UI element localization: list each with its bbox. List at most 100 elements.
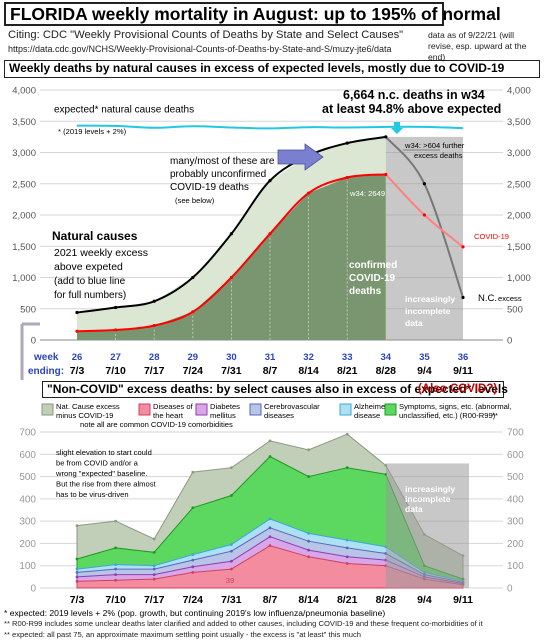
cerebrovascular-point <box>75 571 79 574</box>
week-number-label: 36 <box>458 352 469 363</box>
week-number-label: 29 <box>188 352 199 363</box>
unconfirmed-label-3: COVID-19 deaths <box>170 182 249 193</box>
expected-line <box>76 124 464 130</box>
alzheimer-point <box>230 543 233 546</box>
cerebrovascular-point <box>230 549 233 553</box>
weekly-excess-label: 2021 weekly excess <box>54 247 148 259</box>
confirmed-label-1: confirmed <box>349 260 397 271</box>
unconfirmed-label-1: many/most of these are <box>170 156 275 167</box>
above-expected-label: above expeted <box>54 261 123 273</box>
data-as-of-note: data as of 9/22/21 (will revise, esp. up… <box>428 30 544 63</box>
symptoms-point <box>152 550 156 554</box>
legend-swatch <box>195 403 208 416</box>
legend-suffix: ** <box>492 411 498 420</box>
symptoms-point <box>75 557 79 561</box>
ending-row-label: ending: <box>28 366 64 377</box>
y-tick-label: 2,000 <box>12 211 36 222</box>
diabetes-point <box>345 555 349 559</box>
week-number-label: 33 <box>342 352 353 363</box>
comorbidity-note: note all are common COVID-19 comorbiditi… <box>80 420 233 429</box>
y-tick-label: 500 <box>19 472 36 483</box>
x-date-label: 7/17 <box>144 594 165 606</box>
w34-further-label-2: excess deaths <box>414 151 463 160</box>
expected-note: * (2019 levels + 2%) <box>58 127 127 136</box>
week-date-label: 9/11 <box>453 365 473 377</box>
y-tick-label-right: 200 <box>507 539 524 550</box>
heart-point <box>75 579 79 583</box>
nc-minus-covid-point <box>152 537 156 541</box>
y-tick-label-right: 2,000 <box>507 211 531 222</box>
week-date-label: 7/10 <box>105 365 126 377</box>
nc-point <box>152 299 156 303</box>
unconfirmed-arrow <box>277 143 324 171</box>
y-tick-label-right: 500 <box>507 472 524 483</box>
y-tick-label-right: 4,000 <box>507 86 531 97</box>
y-tick-label: 3,000 <box>12 148 36 159</box>
alzheimer-point <box>75 567 79 571</box>
incomplete-label-1: increasingly <box>405 484 455 494</box>
week-date-label: 7/17 <box>144 365 165 377</box>
heart-point <box>345 562 349 565</box>
elevation-note-line: slight elevation to start could <box>56 448 152 457</box>
source-url[interactable]: https://data.cdc.gov/NCHS/Weekly-Provisi… <box>8 44 392 54</box>
incomplete-label-2: incomplete <box>405 306 451 316</box>
footnote-expected-75: ** expected: all past 75, an approximate… <box>4 630 361 639</box>
footnote-expected: * expected: 2019 levels + 2% (pop. growt… <box>4 608 386 618</box>
nc-minus-covid-point <box>114 519 117 523</box>
heart-point <box>307 555 310 559</box>
alzheimer-point <box>152 564 156 568</box>
cerebrovascular-point <box>191 558 195 562</box>
y-tick-label: 400 <box>19 494 36 505</box>
diabetes-point <box>114 573 117 577</box>
y-tick-label-right: 0 <box>507 584 513 595</box>
x-date-label: 9/11 <box>453 594 473 606</box>
legend-label: Nat. Cause excess <box>56 402 120 411</box>
y-tick-label: 700 <box>19 428 36 439</box>
covid-point <box>422 213 426 217</box>
legend-swatch <box>138 403 151 416</box>
week-date-label: 7/24 <box>183 365 204 377</box>
y-tick-label-right: 2,500 <box>507 179 531 190</box>
y-tick-label: 2,500 <box>12 179 36 190</box>
covid-series-label: COVID-19 <box>474 232 509 241</box>
confirmed-label-3: deaths <box>349 286 382 297</box>
x-date-label: 7/24 <box>183 594 204 606</box>
y-tick-label-right: 1,500 <box>507 242 531 253</box>
nc-point <box>114 305 118 310</box>
heart-point <box>152 577 156 581</box>
y-tick-label-right: 700 <box>507 428 524 439</box>
x-date-label: 7/3 <box>70 594 85 606</box>
natural-causes-label: Natural causes <box>52 229 138 243</box>
citation: Citing: CDC "Weekly Provisional Counts o… <box>8 29 404 41</box>
cerebrovascular-point <box>345 546 349 550</box>
legend-swatch <box>249 403 262 416</box>
nc-minus-covid-point <box>307 448 310 452</box>
covid-point <box>307 191 311 195</box>
alzheimer-point <box>345 538 349 542</box>
incomplete-label-3: data <box>405 318 423 328</box>
x-date-label: 8/28 <box>376 594 397 606</box>
heart-point <box>230 567 233 571</box>
nc-minus-covid-point <box>268 439 272 443</box>
legend-label-2: unclassified, etc.) (R00-R99) <box>399 411 496 420</box>
week-row-label: week <box>33 352 59 363</box>
covid-point <box>229 275 233 280</box>
legend-label-2: the heart <box>153 411 184 420</box>
covid-point <box>384 172 388 177</box>
bottom-chart-title: "Non-COVID" excess deaths: by select cau… <box>42 381 508 398</box>
cerebrovascular-point <box>268 526 272 530</box>
y-tick-label-right: 400 <box>507 494 524 505</box>
covid-point <box>268 232 272 236</box>
x-date-label: 8/21 <box>337 594 358 606</box>
alzheimer-point <box>191 553 195 556</box>
legend-label-2: diseases <box>264 411 294 420</box>
week-number-label: 34 <box>381 352 392 363</box>
y-tick-label: 500 <box>20 304 36 315</box>
x-date-label: 9/4 <box>417 594 432 606</box>
y-tick-label-right: 1,000 <box>507 273 531 284</box>
week-date-label: 9/4 <box>417 365 432 377</box>
y-tick-label-right: 0 <box>507 336 512 347</box>
cerebrovascular-point <box>307 539 310 543</box>
y-tick-label-right: 600 <box>507 450 524 461</box>
